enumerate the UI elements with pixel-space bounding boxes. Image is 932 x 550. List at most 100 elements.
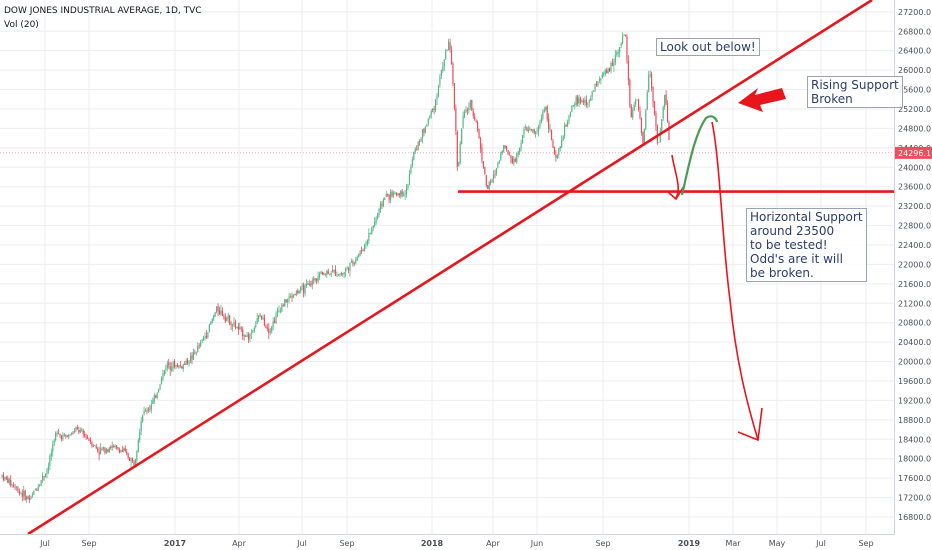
candle-body xyxy=(405,187,408,194)
candle-body xyxy=(574,104,576,106)
time-axis[interactable]: Jul Sep 2017 Apr Jul Sep 2018 Apr Jun Sep 2019 Mar M… xyxy=(0,534,895,549)
candle-body xyxy=(636,99,638,101)
candle-body xyxy=(590,98,592,101)
candle-body xyxy=(320,271,322,274)
candle-body xyxy=(527,129,529,132)
candle-body xyxy=(572,105,574,107)
projected-breakdown-path xyxy=(711,121,759,441)
candle-body xyxy=(217,305,219,312)
candle-body xyxy=(523,128,525,135)
candle-body xyxy=(173,361,176,367)
candle-body xyxy=(620,43,622,47)
candle-body xyxy=(272,321,274,327)
candle-body xyxy=(243,335,245,337)
candle-body xyxy=(391,191,393,197)
candle-body xyxy=(500,152,502,161)
price-tick-label: 24000.0 xyxy=(898,163,931,172)
candle-body xyxy=(321,271,324,275)
candle-body xyxy=(317,276,319,282)
price-tick-label: 18000.0 xyxy=(898,455,931,464)
candle-body xyxy=(459,143,461,163)
candle-body xyxy=(115,445,118,448)
candle-body xyxy=(443,59,445,67)
candle-body xyxy=(372,225,374,229)
annotation-look-out-below[interactable]: Look out below! xyxy=(656,38,760,56)
candle-body xyxy=(471,99,473,111)
candle-body xyxy=(34,489,36,491)
candle-body xyxy=(194,352,196,354)
candle-body xyxy=(144,410,147,412)
candle-body xyxy=(27,496,29,500)
candle-body xyxy=(597,81,599,86)
candle-body xyxy=(352,261,354,264)
candle-body xyxy=(403,194,405,196)
candle-body xyxy=(102,447,105,450)
candle-body xyxy=(608,68,611,72)
candle-body xyxy=(417,141,419,150)
candle-body xyxy=(5,477,7,479)
candle-body xyxy=(82,430,84,435)
annotation-rising-support[interactable]: Rising Support Broken xyxy=(807,76,903,108)
candle-body xyxy=(211,318,213,323)
candle-body xyxy=(78,429,80,433)
candle-body xyxy=(137,440,139,453)
candle-body xyxy=(227,315,229,319)
volume-indicator-label[interactable]: Vol (20) xyxy=(4,20,39,30)
candle-body xyxy=(136,451,138,461)
candle-body xyxy=(434,99,437,110)
candle-body xyxy=(153,395,155,402)
candle-body xyxy=(533,129,535,134)
time-tick-label: Jul xyxy=(815,539,826,548)
candle-body xyxy=(594,83,596,90)
candle-body xyxy=(175,365,177,367)
candle-body xyxy=(584,99,586,103)
candle-body xyxy=(101,449,103,450)
candle-body xyxy=(645,110,647,130)
candle-body xyxy=(661,119,663,131)
annotation-horizontal-support[interactable]: Horizontal Support around 23500 to be te… xyxy=(746,208,867,282)
price-tick-label: 18400.0 xyxy=(898,435,931,444)
candle-body xyxy=(401,191,403,195)
candle-body xyxy=(162,373,164,379)
candle-body xyxy=(33,490,35,495)
candle-body xyxy=(350,261,353,263)
candle-body xyxy=(240,327,242,329)
price-tick-label: 22800.0 xyxy=(898,222,931,231)
retest-bounce-path xyxy=(680,115,719,196)
price-tick-label: 21200.0 xyxy=(898,299,931,308)
candle-body xyxy=(455,108,457,132)
candle-body xyxy=(521,134,524,144)
candle-body xyxy=(504,145,506,148)
candle-body xyxy=(171,367,173,371)
candle-body xyxy=(307,284,309,285)
candle-body xyxy=(453,83,455,109)
candle-body xyxy=(133,461,135,465)
symbol-title[interactable]: DOW JONES INDUSTRIAL AVERAGE, 1D, TVC xyxy=(4,6,202,16)
candle-body xyxy=(56,432,58,434)
candle-body xyxy=(53,440,55,444)
candle-body xyxy=(7,477,9,483)
candle-body xyxy=(14,487,16,489)
candle-body xyxy=(440,70,442,76)
candle-body xyxy=(104,447,106,453)
candle-body xyxy=(158,389,160,393)
candle-body xyxy=(55,433,57,441)
candle-body xyxy=(68,434,70,438)
candle-body xyxy=(163,370,165,375)
rising-support-trendline xyxy=(27,0,873,536)
candle-body xyxy=(492,174,495,179)
candle-body xyxy=(85,435,87,439)
candle-body xyxy=(498,161,500,163)
time-tick-label: Jul xyxy=(296,539,307,548)
candle-body xyxy=(242,329,244,337)
candle-body xyxy=(408,173,411,184)
candle-body xyxy=(11,484,13,486)
price-tick-label: 23600.0 xyxy=(898,183,931,192)
candle-body xyxy=(26,496,28,500)
candle-body xyxy=(266,327,268,329)
candle-body xyxy=(497,162,499,168)
candle-body xyxy=(282,305,284,307)
candle-body xyxy=(446,50,448,51)
candle-body xyxy=(439,76,441,86)
